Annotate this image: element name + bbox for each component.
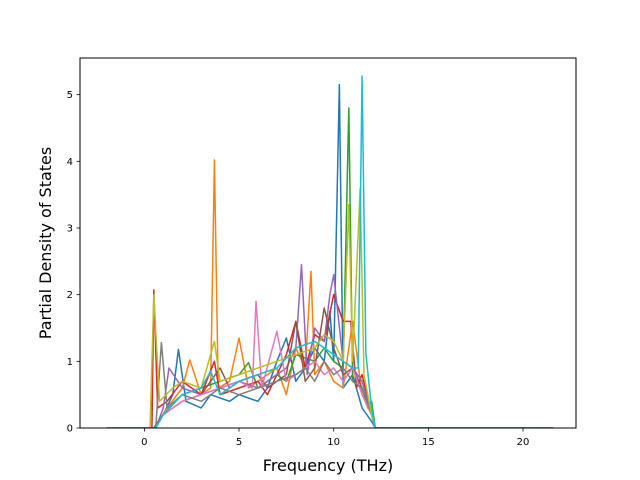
x-tick-label: 10 (327, 437, 340, 448)
y-tick-label: 3 (67, 224, 73, 235)
x-axis-label: Frequency (THz) (263, 456, 393, 475)
series-line-10 (106, 75, 554, 428)
x-tick-label: 20 (517, 437, 530, 448)
series-line-7 (106, 300, 554, 428)
x-tick-label: 0 (141, 437, 147, 448)
x-tick-label: 5 (236, 437, 242, 448)
y-axis: 0 1 2 3 4 5 (67, 90, 80, 435)
y-tick-label: 1 (67, 357, 73, 368)
x-tick-label: 15 (422, 437, 435, 448)
series-line-8 (106, 341, 554, 428)
x-axis: 0 5 10 15 20 (141, 428, 529, 448)
y-tick-label: 4 (67, 157, 73, 168)
series-layer (106, 75, 554, 428)
y-tick-label: 2 (67, 290, 73, 301)
y-tick-label: 0 (67, 424, 73, 435)
y-tick-label: 5 (67, 90, 73, 101)
plot-frame (79, 57, 577, 429)
y-axis-label: Partial Density of States (36, 147, 55, 339)
